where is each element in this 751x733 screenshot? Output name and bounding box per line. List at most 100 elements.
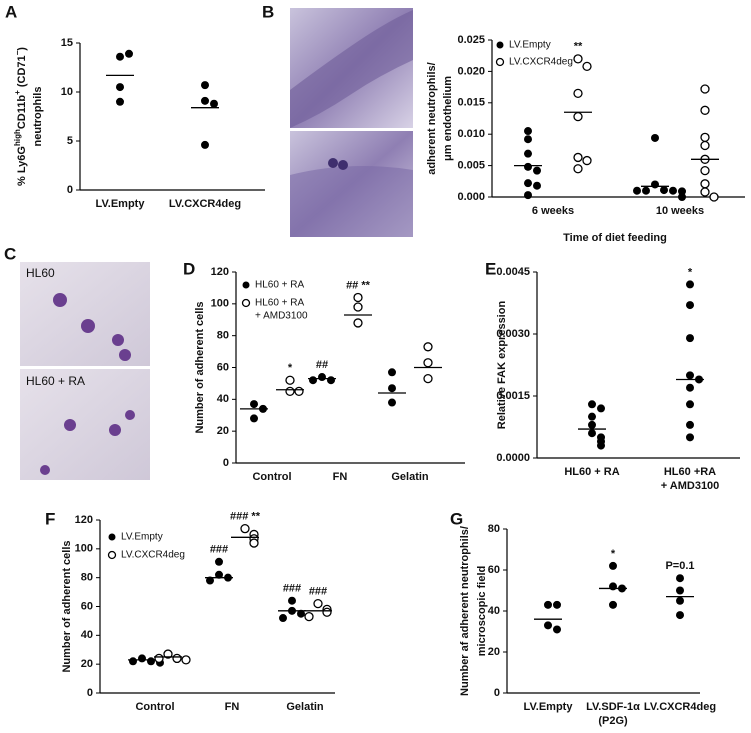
data-point <box>388 368 396 377</box>
y-tick-label: 40 <box>81 629 93 641</box>
panel-label: C <box>4 244 16 263</box>
image-label: HL60 <box>26 266 55 280</box>
y-tick-label: 60 <box>488 564 500 576</box>
y-axis-label: adherent neutrophils/ <box>426 62 438 174</box>
data-point <box>172 653 182 664</box>
data-point <box>279 614 287 623</box>
y-axis-label-part: − <box>13 50 22 55</box>
data-point <box>700 187 710 197</box>
x-tick-label: (P2G) <box>598 715 628 727</box>
data-point <box>250 400 258 409</box>
data-point <box>582 61 592 72</box>
x-tick-label: LV.SDF-1α <box>586 701 640 713</box>
panel-label: G <box>450 509 463 528</box>
data-point <box>524 191 532 200</box>
y-tick-label: 5 <box>67 135 73 147</box>
data-point <box>686 383 694 392</box>
data-point <box>201 81 209 90</box>
data-point <box>700 165 710 176</box>
data-point <box>573 111 583 122</box>
panel-label: E <box>485 259 496 278</box>
annotation: * <box>288 362 293 374</box>
y-tick-label: 80 <box>488 523 500 535</box>
data-point <box>297 609 305 618</box>
legend-marker <box>108 533 116 541</box>
data-point <box>588 412 596 421</box>
x-tick-label: LV.CXCR4deg <box>169 198 241 210</box>
data-point <box>686 433 694 442</box>
x-tick-label: FN <box>333 471 348 483</box>
y-axis-label: Relative FAK expression <box>496 301 508 430</box>
legend-marker <box>242 281 250 289</box>
data-point <box>388 384 396 393</box>
annotation: ## ** <box>346 279 371 291</box>
data-point <box>633 186 641 195</box>
legend-label: + AMD3100 <box>255 311 308 322</box>
legend-label: LV.Empty <box>121 532 163 543</box>
legend-label: LV.Empty <box>509 40 551 51</box>
y-axis-label: Number of adherent cells <box>194 301 206 433</box>
data-point <box>147 657 155 666</box>
y-axis-label-part: (CD71 <box>16 55 28 90</box>
x-tick-label: Gelatin <box>391 471 429 483</box>
data-point <box>676 586 684 595</box>
data-point <box>700 132 710 142</box>
y-tick-label: 10 <box>61 86 73 98</box>
data-point <box>533 181 541 190</box>
y-tick-label: 15 <box>61 37 73 49</box>
data-point <box>651 180 659 189</box>
data-point <box>285 386 295 397</box>
data-point <box>588 420 596 429</box>
chart: E 0.0000 0.0015 0.0030 0.0045 Relative FAK ex… <box>485 259 740 492</box>
data-point <box>353 318 363 328</box>
data-point <box>676 611 684 620</box>
data-point <box>206 576 214 585</box>
y-axis-label-part: high <box>13 129 22 146</box>
data-point <box>700 179 710 189</box>
y-axis-label: % Ly6GhighCD11b+ (CD71−) <box>13 47 28 186</box>
x-tick-label: LV.CXCR4deg <box>644 701 716 713</box>
data-point <box>250 414 258 423</box>
x-tick-label: 6 weeks <box>532 205 574 217</box>
y-tick-label: 60 <box>81 600 93 612</box>
y-tick-label: 20 <box>217 425 229 437</box>
data-point <box>322 607 332 617</box>
x-axis-label: Time of diet feeding <box>563 232 667 244</box>
annotation: * <box>611 548 616 560</box>
y-tick-label: 100 <box>211 298 229 310</box>
data-point <box>553 625 561 634</box>
data-point <box>181 655 191 665</box>
data-point <box>686 400 694 409</box>
data-point <box>423 373 433 384</box>
data-point <box>327 376 335 385</box>
data-point <box>686 420 694 429</box>
y-tick-label: 0.0015 <box>496 390 530 402</box>
y-axis-label: μm endothelium <box>442 76 454 161</box>
data-point <box>201 96 209 105</box>
data-point <box>544 600 552 609</box>
data-point <box>700 84 710 94</box>
legend-label: LV.CXCR4deg <box>121 550 185 561</box>
legend-marker <box>495 57 505 67</box>
data-point <box>129 657 137 666</box>
data-point <box>597 441 605 450</box>
data-point <box>524 127 532 136</box>
data-point <box>686 334 694 343</box>
micrograph-c: C HL60 HL60 + RA <box>4 244 150 480</box>
data-point <box>660 186 668 195</box>
data-point <box>700 105 710 115</box>
annotation: ### <box>210 544 228 556</box>
y-axis-label-part: CD11b <box>16 95 28 130</box>
panel-label: A <box>5 2 17 21</box>
data-point <box>700 140 710 151</box>
y-tick-label: 0 <box>223 457 229 469</box>
legend-label: LV.CXCR4deg <box>509 57 573 68</box>
y-axis-label: neutrophils <box>32 87 44 147</box>
y-tick-label: 80 <box>217 330 229 342</box>
y-tick-label: 0.015 <box>457 97 485 109</box>
y-tick-label: 20 <box>81 658 93 670</box>
data-point <box>676 596 684 605</box>
data-point <box>686 301 694 310</box>
x-tick-label: Control <box>252 471 291 483</box>
chart: A 0 5 10 15 % Ly6GhighCD11b+ (CD71−) neutrophi… <box>5 2 265 210</box>
